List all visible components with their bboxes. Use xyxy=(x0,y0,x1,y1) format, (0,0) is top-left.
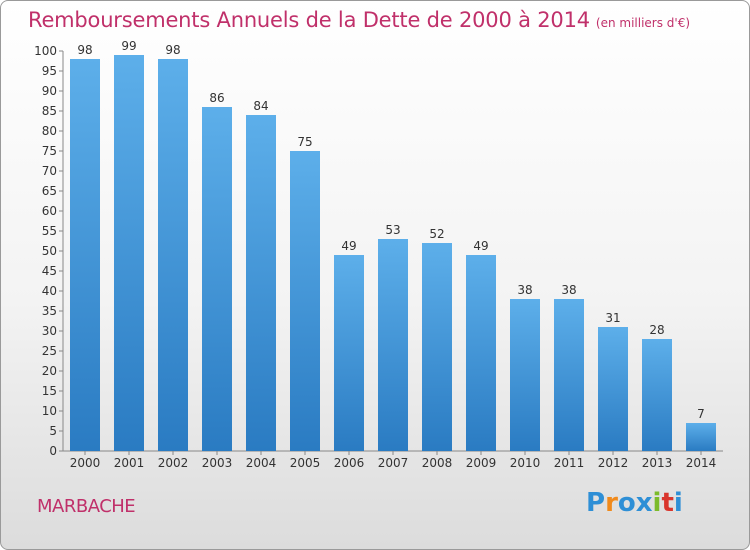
y-tick-label: 45 xyxy=(42,264,57,278)
logo-letter: r xyxy=(605,488,618,518)
y-tick-label: 0 xyxy=(49,444,57,458)
y-tick-label: 90 xyxy=(42,84,57,98)
chart-title-block: Remboursements Annuels de la Dette de 20… xyxy=(28,8,690,32)
x-tick-label-2002: 2002 xyxy=(158,456,189,470)
chart-title: Remboursements Annuels de la Dette de 20… xyxy=(28,8,590,32)
data-label-2011: 38 xyxy=(561,283,576,297)
y-tick-label: 65 xyxy=(42,184,57,198)
y-tick-label: 20 xyxy=(42,364,57,378)
x-tick-label-2008: 2008 xyxy=(422,456,453,470)
y-tick-label: 55 xyxy=(42,224,57,238)
bar-2010 xyxy=(510,299,540,451)
bar-2007 xyxy=(378,239,408,451)
data-label-2013: 28 xyxy=(649,323,664,337)
y-tick-label: 75 xyxy=(42,144,57,158)
x-tick-label-2013: 2013 xyxy=(642,456,673,470)
y-axis: 0 5 10 15 20 25 30 35 40 45 50 55 60 65 70 75 80 85 90 95 10… xyxy=(34,44,64,458)
data-labels: 98 99 98 86 84 75 49 53 52 49 38 38 31 28 7 xyxy=(77,39,704,421)
data-label-2012: 31 xyxy=(605,311,620,325)
y-tick-label: 80 xyxy=(42,124,57,138)
bar-2012 xyxy=(598,327,628,451)
bar-2014 xyxy=(686,423,716,451)
data-label-2000: 98 xyxy=(77,43,92,57)
logo-letter: P xyxy=(586,488,606,518)
data-label-2005: 75 xyxy=(297,135,312,149)
logo-letter: x xyxy=(635,488,653,518)
x-tick-label-2004: 2004 xyxy=(246,456,277,470)
x-tick-label-2014: 2014 xyxy=(686,456,717,470)
x-tick-label-2009: 2009 xyxy=(466,456,497,470)
x-tick-label-2005: 2005 xyxy=(290,456,321,470)
y-tick-label: 15 xyxy=(42,384,57,398)
y-tick-label: 100 xyxy=(34,44,57,58)
bar-2002 xyxy=(158,59,188,451)
data-label-2001: 99 xyxy=(121,39,136,53)
y-tick-label: 50 xyxy=(42,244,57,258)
y-tick-label: 70 xyxy=(42,164,57,178)
logo-letter: o xyxy=(617,488,636,518)
x-tick-label-2000: 2000 xyxy=(70,456,101,470)
chart-subtitle: (en milliers d'€) xyxy=(595,16,691,30)
commune-name: MARBACHE xyxy=(37,496,136,517)
x-tick-label-2001: 2001 xyxy=(114,456,145,470)
y-tick-label: 5 xyxy=(49,424,57,438)
proxiti-logo[interactable]: Proxiti xyxy=(586,488,683,518)
logo-letter: i xyxy=(652,488,662,518)
x-tick-label-2006: 2006 xyxy=(334,456,365,470)
bar-2008 xyxy=(422,243,452,451)
bar-2006 xyxy=(334,255,364,451)
x-tick-label-2012: 2012 xyxy=(598,456,629,470)
y-tick-label: 35 xyxy=(42,304,57,318)
data-label-2006: 49 xyxy=(341,239,356,253)
bars xyxy=(70,55,716,451)
data-label-2004: 84 xyxy=(253,99,268,113)
bar-2001 xyxy=(114,55,144,451)
data-label-2009: 49 xyxy=(473,239,488,253)
bar-2011 xyxy=(554,299,584,451)
data-label-2014: 7 xyxy=(697,407,705,421)
y-tick-label: 95 xyxy=(42,64,57,78)
y-tick-label: 25 xyxy=(42,344,57,358)
bar-2003 xyxy=(202,107,232,451)
x-tick-label-2003: 2003 xyxy=(202,456,233,470)
y-tick-label: 60 xyxy=(42,204,57,218)
data-label-2003: 86 xyxy=(209,91,224,105)
y-tick-label: 85 xyxy=(42,104,57,118)
data-label-2008: 52 xyxy=(429,227,444,241)
bar-2013 xyxy=(642,339,672,451)
bar-2004 xyxy=(246,115,276,451)
x-tick-label-2011: 2011 xyxy=(554,456,585,470)
x-tick-label-2010: 2010 xyxy=(510,456,541,470)
y-tick-label: 10 xyxy=(42,404,57,418)
logo-letter: i xyxy=(673,488,683,518)
bar-2000 xyxy=(70,59,100,451)
y-tick-label: 30 xyxy=(42,324,57,338)
bar-2009 xyxy=(466,255,496,451)
x-axis: 2000 2001 2002 2003 2004 2005 2006 2007 2008 2009… xyxy=(63,450,723,470)
x-tick-label-2007: 2007 xyxy=(378,456,409,470)
data-label-2002: 98 xyxy=(165,43,180,57)
bar-2005 xyxy=(290,151,320,451)
data-label-2010: 38 xyxy=(517,283,532,297)
y-tick-label: 40 xyxy=(42,284,57,298)
logo-letter: t xyxy=(661,488,674,518)
data-label-2007: 53 xyxy=(385,223,400,237)
